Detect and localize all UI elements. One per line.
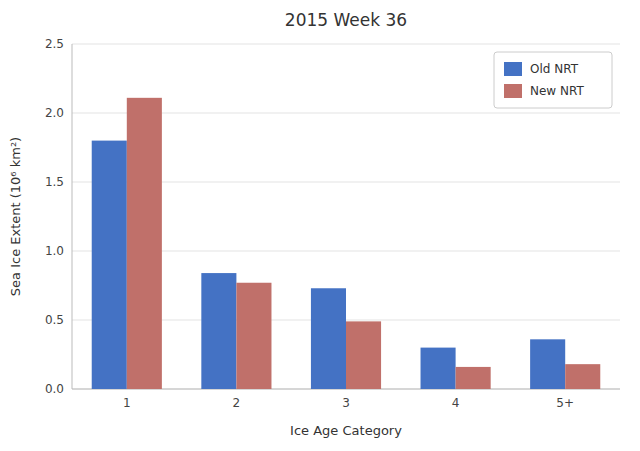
- bar: [565, 364, 600, 389]
- y-tick-label: 0.0: [45, 382, 64, 396]
- grid-line: [72, 44, 620, 45]
- bar: [346, 321, 381, 389]
- x-tick-label: 3: [342, 396, 350, 410]
- bar: [92, 141, 127, 389]
- y-axis-label: Sea Ice Extent (10⁶ km²): [8, 137, 23, 296]
- bar: [201, 273, 236, 389]
- x-tick-label: 4: [452, 396, 460, 410]
- grid: [72, 44, 620, 389]
- legend-swatch: [504, 62, 522, 76]
- y-tick-label: 1.5: [45, 175, 64, 189]
- bar: [127, 98, 162, 389]
- y-tick-label: 0.5: [45, 313, 64, 327]
- legend-box: [494, 52, 612, 108]
- chart-container: 0.0 0.5 1.0 1.5 2.0 2.5 1 2 3 4 5+ 2015 Week 36 Ice …: [0, 0, 640, 451]
- y-tick-label: 1.0: [45, 244, 64, 258]
- title: 2015 Week 36: [285, 10, 407, 30]
- background: [0, 0, 640, 451]
- y-axis-line: [72, 44, 73, 389]
- chart-svg: 0.0 0.5 1.0 1.5 2.0 2.5 1 2 3 4 5+ 2015 Week 36 Ice …: [0, 0, 640, 451]
- x-axis-label: Ice Age Category: [290, 423, 402, 438]
- legend-swatch: [504, 84, 522, 98]
- y-tick-label: 2.0: [45, 106, 64, 120]
- bar: [421, 348, 456, 389]
- bar: [236, 283, 271, 389]
- bar: [456, 367, 491, 389]
- x-tick-label: 1: [123, 396, 131, 410]
- legend-label: New NRT: [530, 84, 584, 98]
- x-tick-label: 2: [233, 396, 241, 410]
- legend: Old NRT New NRT: [494, 52, 612, 108]
- x-tick-label: 5+: [556, 396, 574, 410]
- bars: [92, 98, 601, 389]
- y-tick-label: 2.5: [45, 37, 64, 51]
- bar: [311, 288, 346, 389]
- legend-label: Old NRT: [530, 62, 579, 76]
- bar: [530, 339, 565, 389]
